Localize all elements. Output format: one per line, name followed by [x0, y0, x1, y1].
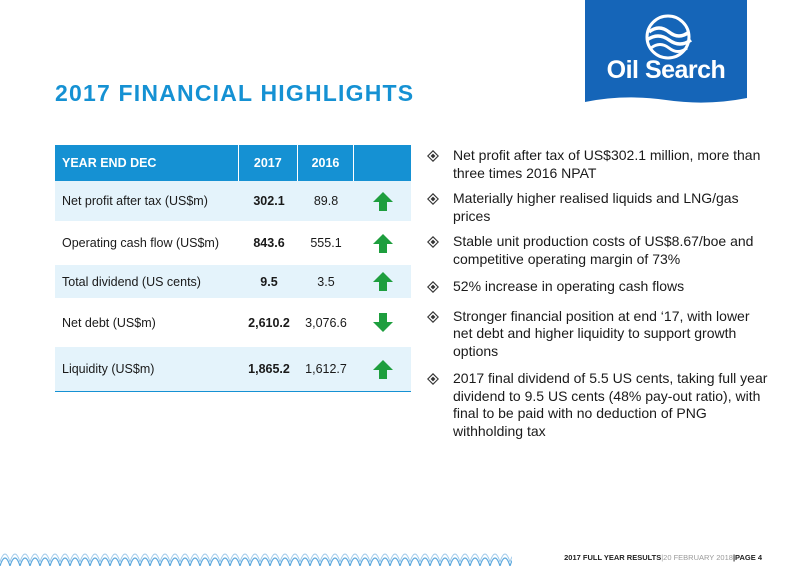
- bullet-text: Net profit after tax of US$302.1 million…: [453, 147, 761, 181]
- row-value-2016: 3,076.6: [305, 315, 347, 330]
- table-row: Liquidity (US$m) 1,865.2 1,612.7: [55, 347, 411, 391]
- table-row: Operating cash flow (US$m) 843.6 555.1: [55, 221, 411, 265]
- diamond-bullet-icon: [427, 370, 453, 390]
- bullet-text: Stronger financial position at end ‘17, …: [453, 307, 750, 359]
- diamond-bullet-icon: [427, 190, 453, 210]
- up-arrow-icon: [354, 191, 411, 212]
- diamond-bullet-icon: [427, 147, 453, 167]
- bullet-text: Materially higher realised liquids and L…: [453, 190, 739, 224]
- up-arrow-icon: [354, 233, 411, 254]
- row-value-2016: 555.1: [310, 236, 342, 250]
- row-label: Net profit after tax (US$m): [62, 194, 208, 208]
- footer-separator: |: [732, 552, 736, 562]
- row-value-2016: 89.8: [313, 194, 339, 208]
- header-year-end: YEAR END DEC: [55, 145, 239, 181]
- up-arrow-icon: [354, 359, 411, 380]
- table-row: Net debt (US$m) 2,610.2 3,076.6: [55, 298, 411, 347]
- footer-date: 20 FEBRUARY 2018: [663, 552, 733, 562]
- header-2017: 2017: [239, 145, 298, 181]
- footer: 2017 FULL YEAR RESULTS | 20 FEBRUARY 201…: [512, 548, 800, 566]
- page-title: 2017 FINANCIAL HIGHLIGHTS: [55, 80, 415, 106]
- list-item: Stable unit production costs of US$8.67/…: [427, 233, 772, 268]
- list-item: Net profit after tax of US$302.1 million…: [427, 147, 772, 182]
- list-item: Stronger financial position at end ‘17, …: [427, 308, 772, 361]
- logo-wave: [585, 97, 747, 108]
- logo-emblem-icon: [645, 14, 693, 60]
- table-header-row: YEAR END DEC 2017 2016: [55, 145, 411, 181]
- header-trend: [354, 145, 411, 181]
- down-arrow-icon: [354, 312, 411, 333]
- footer-label: 2017 FULL YEAR RESULTS: [564, 552, 662, 562]
- highlights-bullet-list: Net profit after tax of US$302.1 million…: [427, 147, 772, 440]
- diamond-bullet-icon: [427, 278, 453, 298]
- row-value-2016: 1,612.7: [305, 362, 347, 376]
- row-label: Net debt (US$m): [62, 315, 156, 330]
- list-item: 2017 final dividend of 5.5 US cents, tak…: [427, 370, 772, 440]
- header-2016: 2016: [298, 145, 355, 181]
- list-item: Materially higher realised liquids and L…: [427, 190, 772, 225]
- diamond-bullet-icon: [427, 308, 453, 328]
- table-row: Net profit after tax (US$m) 302.1 89.8: [55, 181, 411, 221]
- row-value-2017: 1,865.2: [248, 362, 290, 376]
- row-value-2016: 3.5: [317, 274, 335, 289]
- row-value-2017: 843.6: [253, 236, 285, 250]
- up-arrow-icon: [354, 271, 411, 292]
- row-value-2017: 9.5: [260, 274, 278, 289]
- diamond-bullet-icon: [427, 233, 453, 253]
- row-value-2017: 2,610.2: [248, 315, 290, 330]
- bullet-text: 52% increase in operating cash flows: [453, 278, 685, 294]
- oil-search-logo: Oil Search: [585, 0, 747, 108]
- list-item: 52% increase in operating cash flows: [427, 278, 772, 298]
- financial-highlights-table: YEAR END DEC 2017 2016 Net profit after …: [55, 145, 411, 392]
- logo-text: Oil Search: [606, 56, 726, 84]
- row-value-2017: 302.1: [253, 194, 285, 208]
- row-label: Operating cash flow (US$m): [62, 236, 220, 250]
- page-number: PAGE 4: [735, 552, 762, 562]
- footer-separator: |: [661, 552, 664, 562]
- table-row: Total dividend (US cents) 9.5 3.5: [55, 265, 411, 298]
- row-label: Total dividend (US cents): [62, 274, 201, 289]
- row-label: Liquidity (US$m): [62, 362, 155, 376]
- bullet-text: Stable unit production costs of US$8.67/…: [453, 233, 754, 267]
- bullet-text: 2017 final dividend of 5.5 US cents, tak…: [453, 370, 768, 439]
